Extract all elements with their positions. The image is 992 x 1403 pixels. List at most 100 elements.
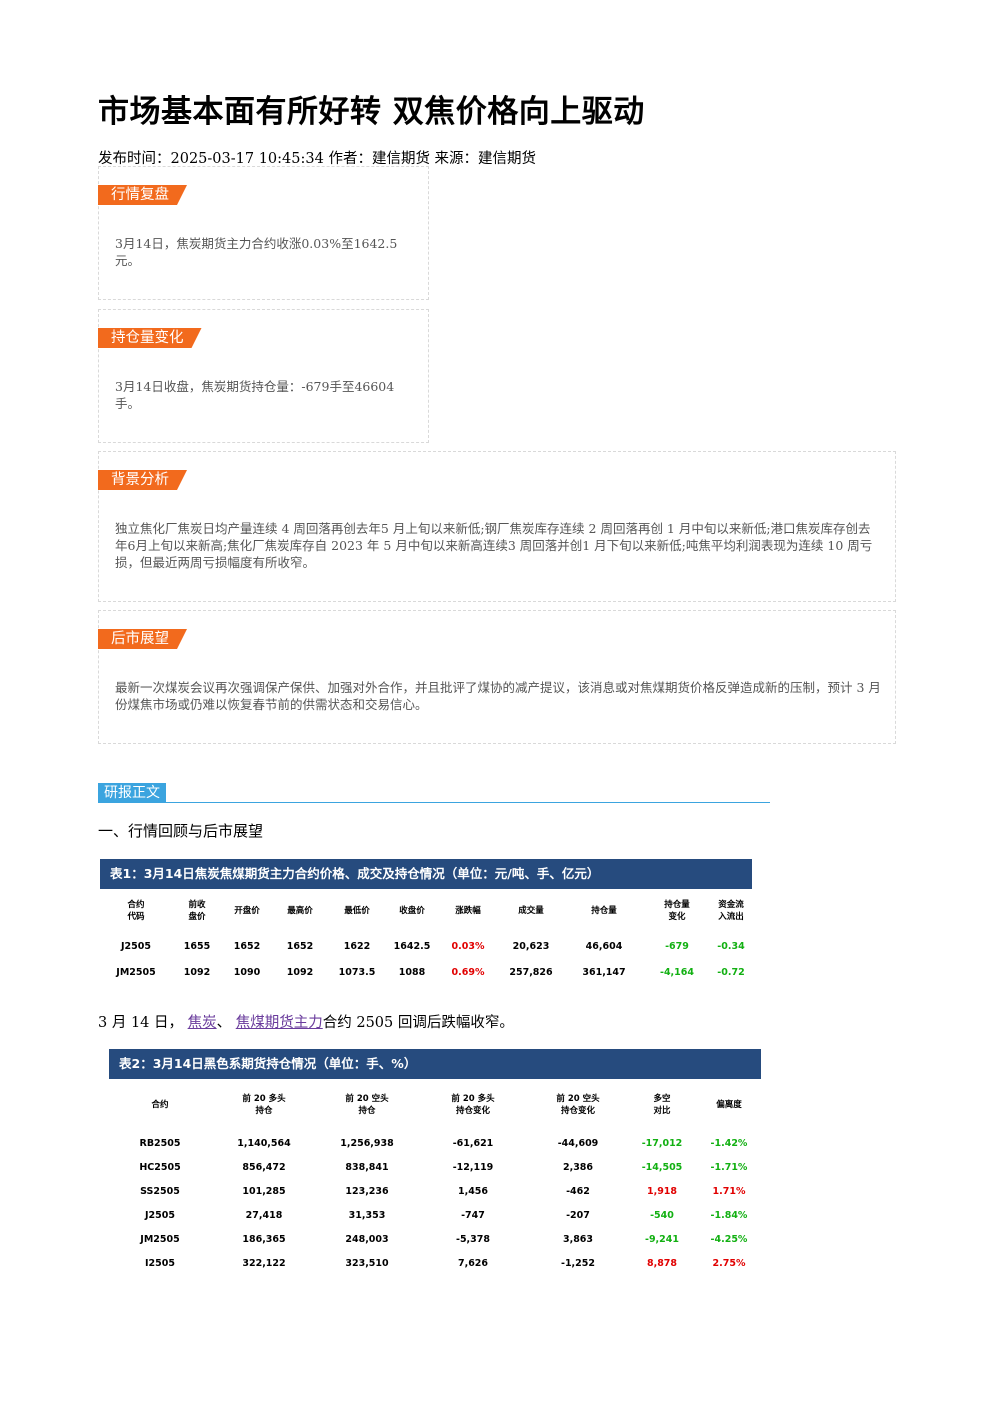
- table2-cell: J2505: [145, 1209, 175, 1221]
- table1-cell: -0.34: [717, 940, 745, 952]
- table1-col-header: 收盘价: [386, 889, 438, 933]
- table1-cell: JM2505: [116, 966, 156, 978]
- table1-col-header-line: 持仓量: [591, 906, 617, 916]
- table1-col-header-line: 最低价: [344, 906, 370, 916]
- table2-col-header-line: 前 20 空头: [556, 1094, 600, 1104]
- table2-cell: 1,140,564: [237, 1137, 291, 1149]
- table1-row: JM2505 1092 1090 1092 1073.5 1088 0.69% 257,826…: [100, 959, 752, 985]
- table1-cell: 1088: [398, 966, 426, 978]
- table1-header-row: 合约 代码 前收 盘价 开盘价 最高价 最低价 收盘价 涨跌幅 成交量 持仓量 持仓量 变化 资金流 入流出: [100, 889, 752, 933]
- outlook-tag: 后市展望: [98, 629, 187, 649]
- background-text: 独立焦化厂焦炭日均产量连续 4 周回落再创去年5 月上旬以来新低;钢厂焦炭库存连…: [115, 521, 873, 570]
- table1-cell: 1073.5: [338, 966, 376, 978]
- table2-cell: -1.84%: [710, 1209, 748, 1221]
- table2-cell: RB2505: [139, 1137, 181, 1149]
- table1-col-header: 开盘价: [222, 889, 272, 933]
- table2-title: 表2：3月14日黑色系期货持仓情况（单位：手、%）: [109, 1049, 761, 1079]
- table1-col-header: 最低价: [328, 889, 386, 933]
- table2-cell: -14,505: [641, 1161, 683, 1173]
- table2-cell: 2,386: [562, 1161, 594, 1173]
- table1-cell: 46,604: [585, 940, 623, 952]
- table1-grid: 合约 代码 前收 盘价 开盘价 最高价 最低价 收盘价 涨跌幅 成交量 持仓量 持仓量 变化 资金流 入流出…: [100, 889, 752, 985]
- table2-col-header-line: 持仓: [255, 1106, 273, 1116]
- section-heading: 一、行情回顾与后市展望: [98, 822, 264, 840]
- table1-cell: -679: [665, 940, 689, 952]
- table1-col-header-line: 最高价: [287, 906, 313, 916]
- table2-cell: -747: [461, 1209, 485, 1221]
- report-body-divider: [98, 802, 770, 803]
- table2-cell: 856,472: [242, 1161, 286, 1173]
- table2-cell: -1.71%: [710, 1161, 748, 1173]
- table2-cell: 1,456: [457, 1185, 489, 1197]
- table1-col-header-line: 前收: [188, 900, 206, 910]
- table2-cell: 7,626: [457, 1257, 489, 1269]
- table2-cell: 838,841: [345, 1161, 389, 1173]
- table2-cell: -1,252: [561, 1257, 595, 1269]
- table1-cell: 361,147: [582, 966, 626, 978]
- table1-col-header-line: 资金流: [718, 900, 744, 910]
- table2-row: SS2505 101,285 123,236 1,456 -462 1,918 1.71%: [109, 1179, 761, 1203]
- table1-cell: 1642.5: [393, 940, 431, 952]
- table2-col-header: 合约: [109, 1079, 211, 1131]
- table2-col-header-line: 前 20 空头: [345, 1094, 389, 1104]
- table2-cell: -44,609: [557, 1137, 599, 1149]
- page-title: 市场基本面有所好转 双焦价格向上驱动: [98, 94, 645, 130]
- table1-col-header: 成交量: [498, 889, 564, 933]
- table2-cell: -9,241: [645, 1233, 679, 1245]
- table1-cell: 1092: [286, 966, 314, 978]
- table2-cell: 1.71%: [712, 1185, 746, 1197]
- table2-cell: -61,621: [452, 1137, 494, 1149]
- table1-col-header: 持仓量 变化: [644, 889, 710, 933]
- table2-row: I2505 322,122 323,510 7,626 -1,252 8,878 2.75%: [109, 1251, 761, 1275]
- table2-cell: -207: [566, 1209, 590, 1221]
- table1-title: 表1：3月14日焦炭焦煤期货主力合约价格、成交及持仓情况（单位：元/吨、手、亿元…: [100, 859, 752, 889]
- table1-col-header-line: 盘价: [188, 912, 206, 922]
- table2-col-header: 多空 对比: [627, 1079, 697, 1131]
- table1-col-header-line: 成交量: [518, 906, 544, 916]
- table2-col-header-line: 前 20 多头: [451, 1094, 495, 1104]
- summary-paragraph: 3 月 14 日， 焦炭、 焦煤期货主力合约 2505 回调后跌幅收窄。: [98, 1011, 514, 1032]
- table2-col-header: 偏离度: [697, 1079, 761, 1131]
- market-review-box: 行情复盘 3月14日，焦炭期货主力合约收涨0.03%至1642.5元。: [98, 166, 429, 300]
- table2-cell: I2505: [145, 1257, 175, 1269]
- table1-col-header-line: 变化: [668, 912, 686, 922]
- table2-col-header: 前 20 空头 持仓变化: [529, 1079, 627, 1131]
- table1-cell: 1090: [233, 966, 261, 978]
- link-coke[interactable]: 焦炭: [187, 1015, 217, 1031]
- table2-col-header-line: 持仓变化: [455, 1106, 490, 1116]
- table2-cell: 123,236: [345, 1185, 389, 1197]
- table1-cell: 1652: [286, 940, 314, 952]
- table2-cell: 186,365: [242, 1233, 286, 1245]
- table2-grid: 合约前 20 多头 持仓前 20 空头 持仓前 20 多头 持仓变化前 20 空头 持仓…: [109, 1079, 761, 1275]
- table2-header-row: 合约前 20 多头 持仓前 20 空头 持仓前 20 多头 持仓变化前 20 空头 持仓…: [109, 1079, 761, 1131]
- table2-row: J2505 27,418 31,353 -747 -207 -540 -1.84%: [109, 1203, 761, 1227]
- table2-col-header-line: 偏离度: [716, 1100, 742, 1110]
- table1-cell: 1092: [183, 966, 211, 978]
- table1-col-header-line: 持仓量: [664, 900, 690, 910]
- report-body-tag: 研报正文: [98, 783, 166, 803]
- table2-row: HC2505 856,472 838,841 -12,119 2,386 -14,505 -…: [109, 1155, 761, 1179]
- table1-col-header-line: 收盘价: [399, 906, 425, 916]
- table1-col-header: 资金流 入流出: [710, 889, 752, 933]
- market-review-tag: 行情复盘: [98, 185, 187, 205]
- table1-cell: 0.03%: [451, 940, 485, 952]
- table2-cell: 1,256,938: [340, 1137, 394, 1149]
- table1-col-header-line: 涨跌幅: [455, 906, 481, 916]
- table2-cell: 27,418: [245, 1209, 283, 1221]
- outlook-box: 后市展望 最新一次煤炭会议再次强调保产保供、加强对外合作，并且批评了煤协的减产提…: [98, 610, 896, 744]
- table2-cell: -17,012: [641, 1137, 683, 1149]
- position-change-box: 持仓量变化 3月14日收盘，焦炭期货持仓量：-679手至46604手。: [98, 309, 429, 443]
- table1-cell: J2505: [121, 940, 151, 952]
- link-coking-coal-main[interactable]: 焦煤期货主力: [235, 1015, 323, 1031]
- table1-cell: -0.72: [717, 966, 745, 978]
- table2-cell: SS2505: [140, 1185, 180, 1197]
- table2-col-header-line: 持仓变化: [560, 1106, 595, 1116]
- table2-cell: 3,863: [562, 1233, 594, 1245]
- table2-col-header: 前 20 多头 持仓: [211, 1079, 317, 1131]
- table1-cell: 257,826: [509, 966, 553, 978]
- table1-col-header: 持仓量: [564, 889, 644, 933]
- table2-cell: 323,510: [345, 1257, 389, 1269]
- table1-col-header: 最高价: [272, 889, 328, 933]
- table2-col-header-line: 前 20 多头: [242, 1094, 286, 1104]
- table2-cell: -1.42%: [710, 1137, 748, 1149]
